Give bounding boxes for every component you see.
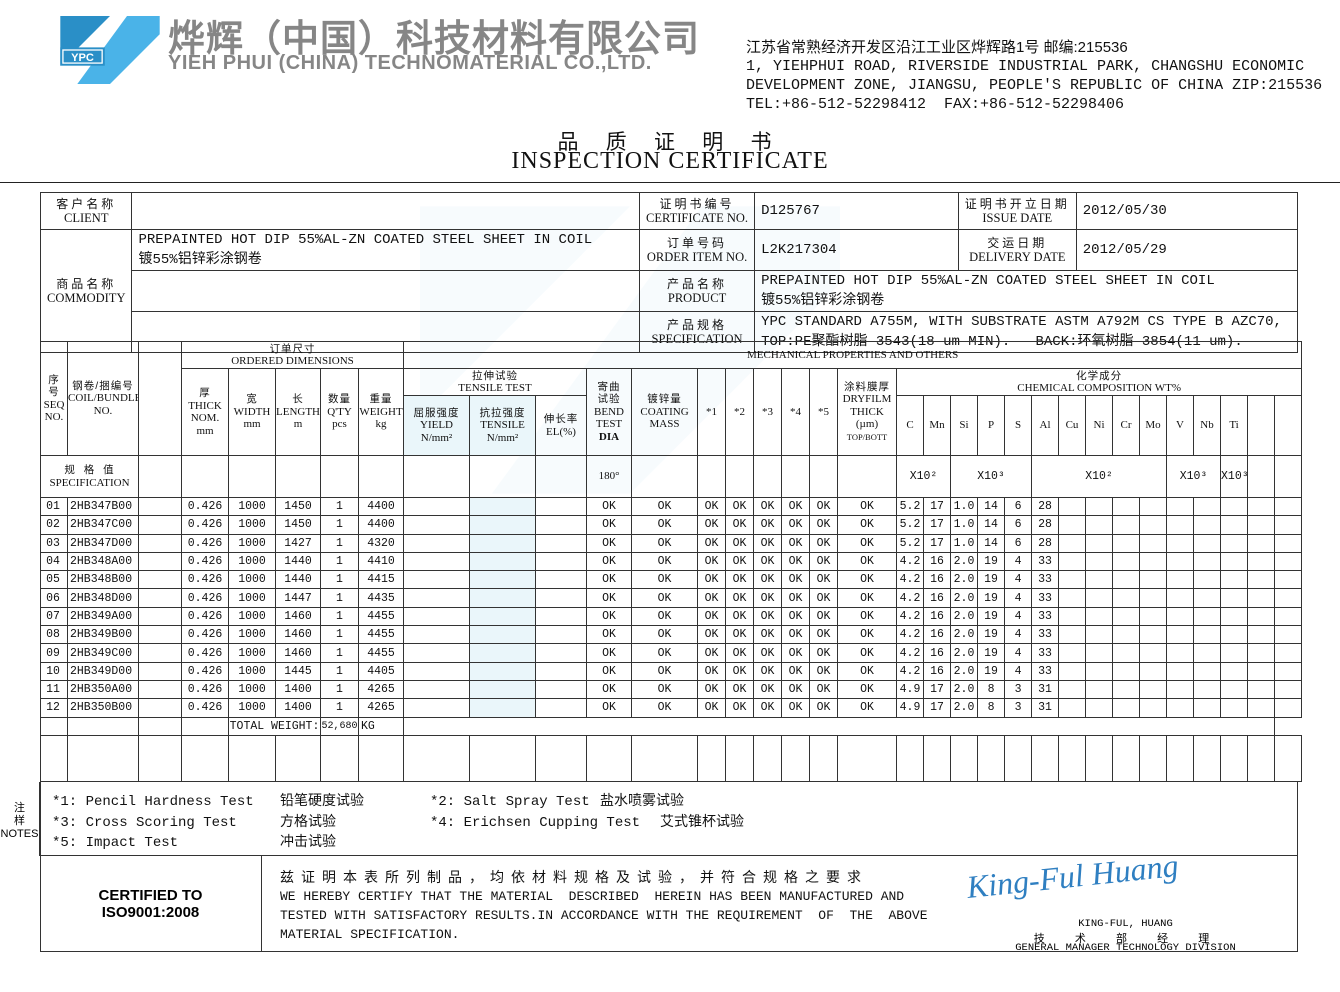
svg-text:YPC: YPC xyxy=(71,52,94,64)
svg-text:King-Ful Huang: King-Ful Huang xyxy=(964,856,1180,905)
